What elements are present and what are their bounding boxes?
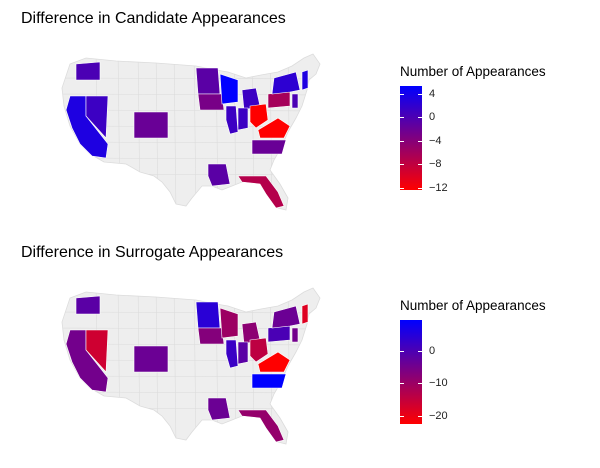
surrogate-us-map <box>61 287 321 445</box>
legend-tick-mark <box>418 188 422 189</box>
legend-tick-mark <box>418 415 422 417</box>
legend-tick-label: −20 <box>429 409 448 422</box>
surrogate-panel: Difference in Surrogate Appearances Numb… <box>0 234 600 468</box>
surrogate-colorbar <box>400 320 422 424</box>
surrogate-map-title: Difference in Surrogate Appearances <box>21 244 284 261</box>
legend-tick-mark <box>418 93 422 95</box>
legend-tick-label: −12 <box>429 182 448 194</box>
state-wi <box>219 307 239 339</box>
state-in <box>237 341 249 365</box>
state-va <box>257 117 291 139</box>
legend-tick-mark <box>400 140 404 142</box>
state-ia <box>197 327 225 345</box>
state-nv <box>85 95 109 139</box>
candidate-colorbar <box>400 86 422 190</box>
state-in <box>237 107 249 131</box>
state-ny <box>271 305 301 329</box>
legend-tick-label: 0 <box>429 345 436 358</box>
state-wi <box>219 73 239 105</box>
state-wa <box>75 61 101 81</box>
surrogate-legend-title: Number of Appearances <box>400 298 546 313</box>
candidate-us-map <box>61 53 321 211</box>
legend-tick-mark <box>400 93 404 95</box>
state-nj <box>291 327 299 343</box>
state-mn <box>195 301 221 329</box>
state-pa <box>267 325 291 343</box>
candidate-panel: Difference in Candidate Appearances Numb… <box>21 10 590 211</box>
legend-tick-label: −8 <box>429 158 442 171</box>
state-wa <box>75 295 101 315</box>
legend-tick-mark <box>418 117 422 119</box>
candidate-legend-title: Number of Appearances <box>400 64 546 79</box>
legend-tick-label: 4 <box>429 87 436 100</box>
legend-tick-mark <box>418 351 422 353</box>
state-la <box>207 163 231 187</box>
state-nj <box>291 93 299 109</box>
state-ia <box>197 93 225 111</box>
state-oh <box>249 337 269 363</box>
state-nh <box>301 69 309 91</box>
legend-tick-label: −10 <box>429 377 448 390</box>
state-nh <box>301 303 309 325</box>
legend-tick-mark <box>400 188 404 189</box>
legend-tick-mark <box>400 351 404 353</box>
state-co <box>133 345 169 373</box>
legend-tick-mark <box>418 140 422 142</box>
legend-tick-mark <box>400 415 404 417</box>
state-nc <box>251 139 287 155</box>
candidate-legend: Number of Appearances 4 0 −4 −8 −12 <box>400 64 590 204</box>
candidate-map-title: Difference in Candidate Appearances <box>21 10 286 27</box>
legend-tick-mark <box>400 164 404 166</box>
state-mn <box>195 67 221 95</box>
state-fl <box>237 409 285 443</box>
legend-tick-mark <box>418 164 422 166</box>
state-il <box>225 339 239 369</box>
state-la <box>207 397 231 421</box>
legend-tick-mark <box>400 383 404 385</box>
surrogate-legend: Number of Appearances 0 −10 −20 <box>400 298 590 438</box>
legend-tick-label: −4 <box>429 134 442 147</box>
state-nv <box>85 329 109 373</box>
state-ny <box>271 71 301 95</box>
legend-tick-mark <box>400 117 404 119</box>
state-fl <box>237 175 285 209</box>
state-nc <box>251 373 287 389</box>
legend-tick-mark <box>418 383 422 385</box>
legend-tick-label: 0 <box>429 111 436 124</box>
state-oh <box>249 103 269 129</box>
state-pa <box>267 91 291 109</box>
state-co <box>133 111 169 139</box>
state-il <box>225 105 239 135</box>
state-va <box>257 351 291 373</box>
